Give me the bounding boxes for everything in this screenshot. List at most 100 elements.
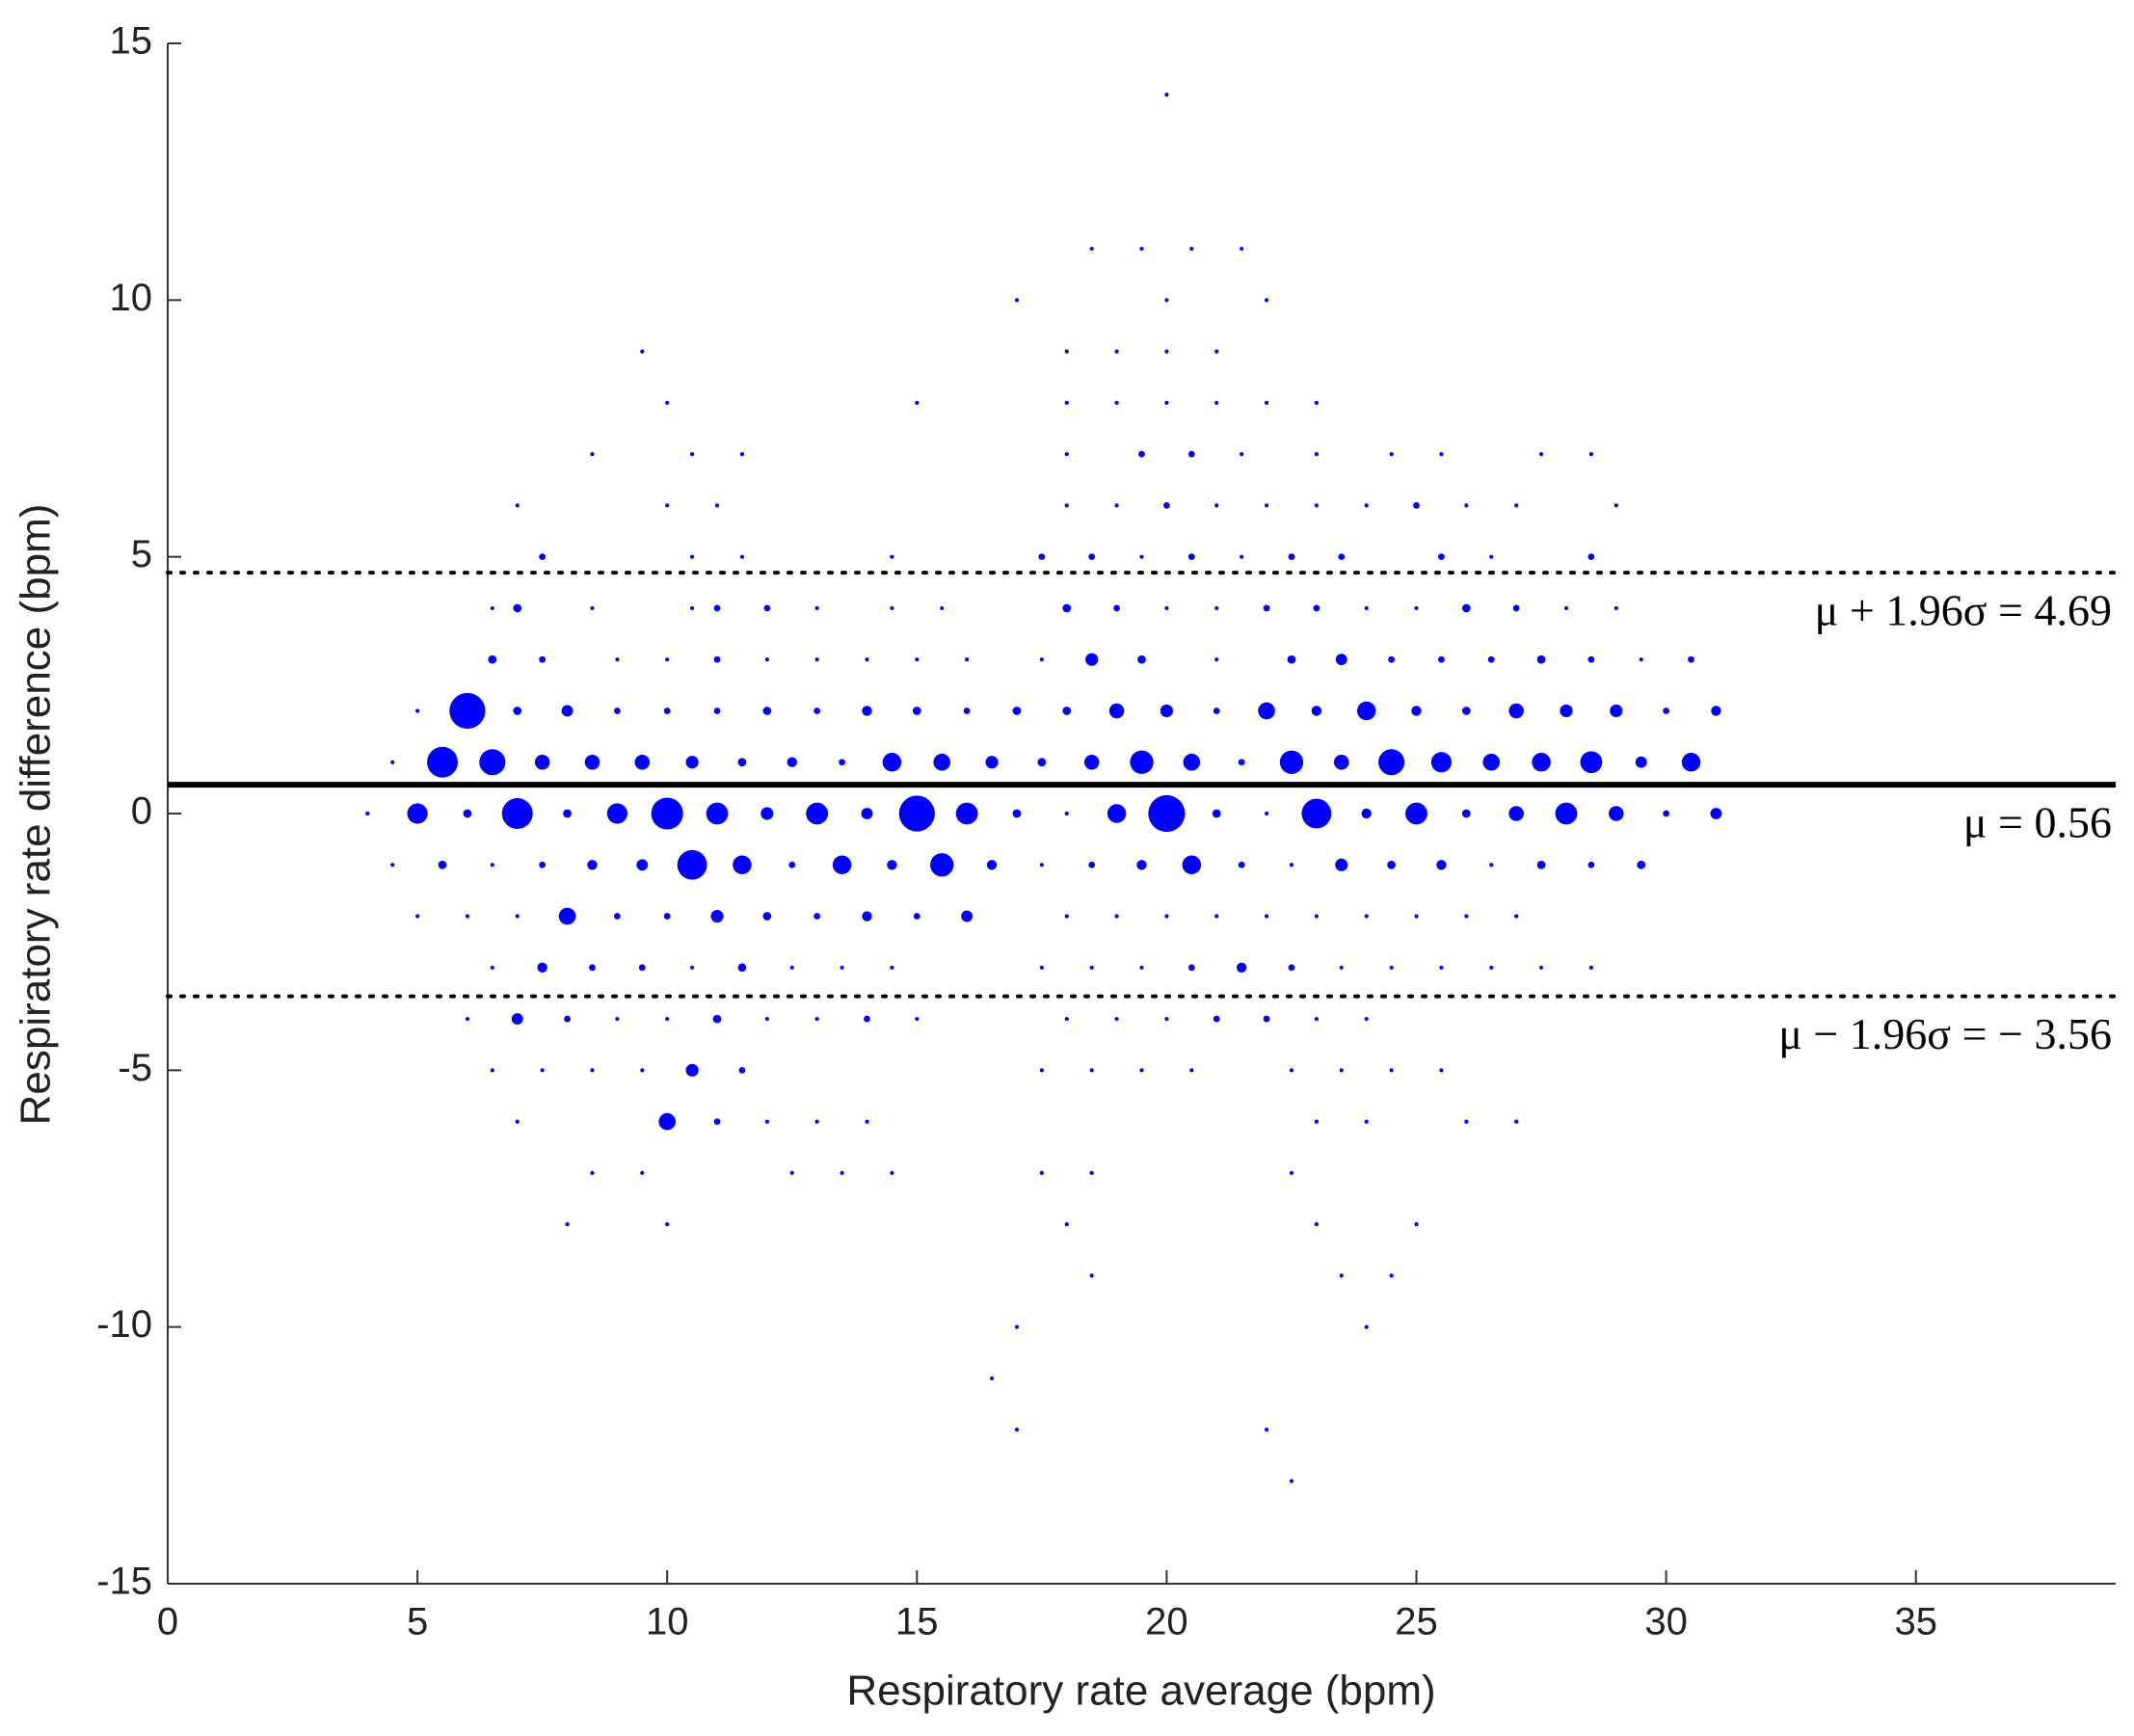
bubble — [1085, 653, 1099, 666]
bubble — [365, 811, 370, 816]
x-tick-label: 5 — [407, 1601, 428, 1643]
bubble — [1532, 752, 1551, 772]
bubble — [789, 1170, 794, 1175]
bubble — [1482, 753, 1501, 771]
bubble — [558, 907, 576, 925]
x-tick-label: 15 — [895, 1601, 939, 1643]
bubble — [515, 1119, 520, 1124]
bubble — [685, 756, 699, 769]
bubble — [415, 708, 420, 713]
bubble — [1536, 860, 1546, 869]
bubble — [511, 1013, 523, 1025]
bubble — [665, 1222, 670, 1227]
bubble — [1430, 752, 1453, 773]
bubble — [1240, 554, 1244, 559]
bubble — [890, 1170, 894, 1175]
bubble — [1212, 809, 1221, 818]
bubble — [1039, 1068, 1044, 1073]
bubble — [515, 503, 520, 508]
bubble — [463, 809, 472, 818]
bubble — [1164, 349, 1169, 354]
bubble — [1064, 452, 1069, 457]
bubble — [565, 1222, 570, 1227]
bubble — [1560, 704, 1573, 718]
bubble — [1064, 1222, 1069, 1227]
bubble — [501, 798, 533, 829]
bubble — [864, 1015, 870, 1023]
bubble — [1389, 452, 1394, 457]
bubble — [1214, 400, 1219, 405]
bubble — [890, 605, 894, 611]
bubble — [690, 605, 695, 611]
bubble — [1436, 860, 1447, 870]
bubble — [764, 657, 769, 662]
bubble — [887, 860, 897, 870]
bubble — [764, 1016, 769, 1022]
bubble — [1637, 860, 1646, 869]
bubble — [806, 802, 829, 825]
bubble — [1580, 751, 1603, 774]
bubble — [1238, 759, 1245, 766]
bubble — [713, 708, 721, 714]
bubble — [989, 1375, 995, 1381]
bubble — [1164, 1016, 1169, 1022]
bubble — [1314, 452, 1319, 457]
bubble — [490, 605, 494, 611]
bubble — [490, 863, 494, 868]
bubble — [898, 795, 935, 832]
bubble — [1464, 1119, 1469, 1124]
bubble — [1258, 702, 1275, 720]
bubble — [1461, 809, 1471, 818]
bubble — [479, 749, 506, 776]
bubble — [1438, 655, 1445, 663]
bubble — [449, 692, 486, 730]
reference-label: μ + 1.96σ = 4.69 — [1815, 586, 2112, 635]
bubble — [1039, 657, 1044, 662]
bubble — [1287, 654, 1296, 664]
bubble — [1164, 93, 1169, 97]
bubble — [1130, 750, 1154, 774]
bubble — [584, 754, 600, 770]
bubble — [1089, 1170, 1094, 1175]
bubble — [1187, 450, 1195, 458]
bubble — [590, 1170, 595, 1175]
bubble — [890, 965, 894, 970]
bubble — [706, 802, 729, 825]
bubble — [651, 797, 683, 830]
bubble — [1438, 553, 1445, 561]
bubble — [865, 1119, 869, 1124]
bubble — [539, 861, 547, 868]
bubble — [764, 1119, 769, 1124]
bubble — [663, 913, 671, 920]
bubble — [1062, 603, 1072, 613]
bubble — [1214, 914, 1219, 919]
bubble — [1334, 754, 1349, 770]
bubble — [1240, 246, 1244, 252]
bubble — [1587, 655, 1595, 663]
bubble — [1214, 657, 1219, 662]
bubble — [1263, 1015, 1270, 1023]
bubble — [1089, 1273, 1094, 1278]
bubble — [1279, 750, 1304, 774]
bubble — [1089, 965, 1094, 970]
bubble — [1378, 749, 1405, 776]
bubble — [1037, 758, 1047, 767]
bubble — [1339, 965, 1344, 970]
bubble — [890, 554, 894, 559]
bubble — [1014, 1324, 1020, 1329]
bubble — [1538, 965, 1544, 970]
bubble — [640, 1170, 645, 1175]
bubble — [1610, 704, 1623, 718]
bubble — [636, 859, 649, 871]
x-tick-label: 20 — [1145, 1601, 1188, 1643]
bubble — [587, 860, 598, 870]
y-tick-label: -10 — [96, 1303, 152, 1346]
bubble — [1138, 450, 1145, 458]
y-tick-label: -5 — [118, 1047, 152, 1089]
bubble — [561, 705, 574, 717]
bubble — [1364, 503, 1369, 508]
bubble — [933, 753, 951, 771]
bubble — [1236, 962, 1247, 973]
bubble — [1487, 655, 1495, 663]
